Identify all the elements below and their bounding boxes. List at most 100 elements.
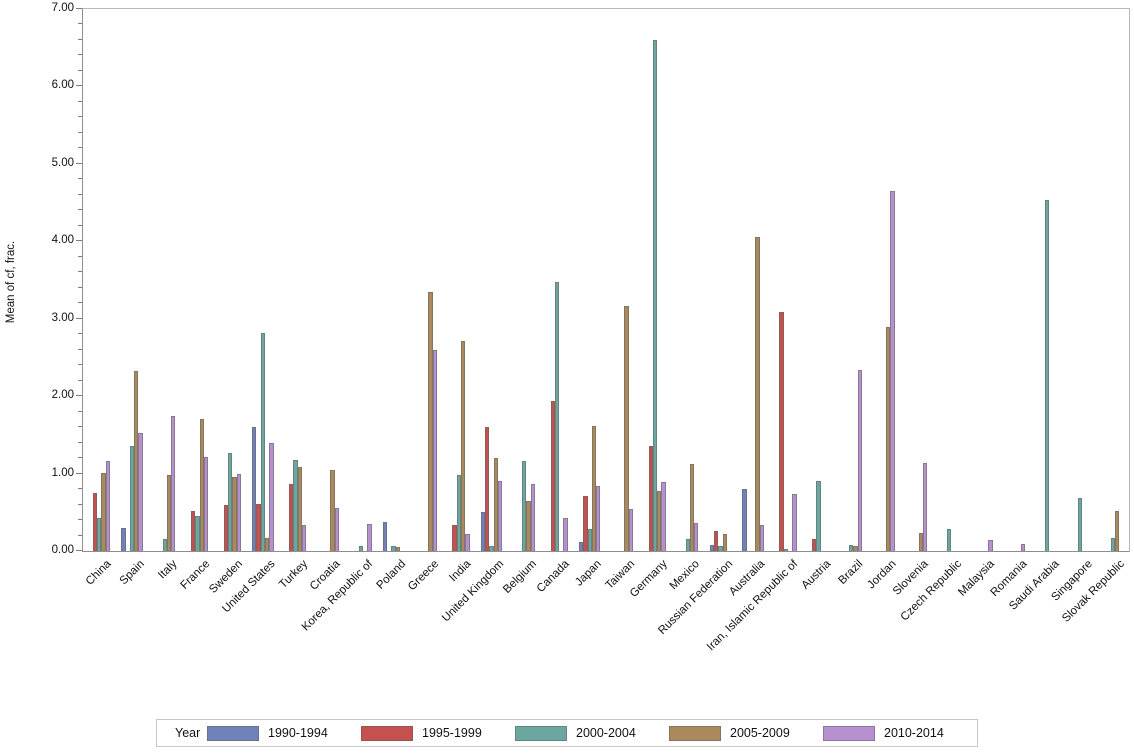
bar [628,509,634,551]
bar [1045,200,1050,551]
y-tick-minor [78,193,82,195]
y-tick-minor [78,534,82,536]
bar [138,432,143,551]
bar [358,545,363,551]
y-tick-minor [78,224,82,226]
legend-title: Year [175,726,201,740]
bar [1077,498,1083,551]
legend-swatch [515,725,567,741]
bar [587,529,592,551]
x-category-label-text: Poland [374,558,409,592]
y-tick-minor [78,410,82,412]
bar [812,538,817,551]
x-category-label-text: Turkey [276,558,310,592]
bar [195,516,200,551]
y-tick-major [76,472,82,474]
bar [550,400,555,551]
y-tick-label: 0.00 [51,544,74,556]
legend-entry: 2010-2014 [823,725,977,741]
legend-entry-label: 1995-1999 [422,726,482,740]
bar [428,292,433,551]
y-tick-major [76,317,82,319]
bar [105,461,111,551]
bar [1021,544,1026,551]
y-tick-label: 3.00 [51,311,74,324]
bar [256,503,261,551]
y-tick-minor [78,100,82,102]
bar [190,510,196,551]
y-tick-minor [78,488,82,490]
y-tick-major [76,162,82,164]
bar [624,306,629,551]
bar [522,461,527,551]
y-tick-minor [78,131,82,133]
bar [885,327,891,551]
bar [783,548,788,551]
bar [134,370,139,551]
bar [1110,537,1115,551]
bar [260,333,265,551]
bar [922,462,928,551]
y-tick-minor [78,23,82,25]
legend-swatch [361,725,413,741]
x-category-label-text: India [447,558,474,585]
bar [129,446,135,551]
y-tick-major [76,395,82,397]
y-tick-minor [78,519,82,521]
legend-swatch [823,725,875,741]
legend-entry-label: 2000-2004 [576,726,636,740]
bar [162,539,167,551]
y-tick-minor [78,209,82,211]
y-tick-minor [78,147,82,149]
bar [652,39,658,551]
legend-entry-label: 2005-2009 [730,726,790,740]
bar [97,517,102,551]
bar [694,523,699,551]
bar [563,517,568,551]
y-tick-major [76,8,82,9]
bar [718,546,723,551]
x-category-label-text: China [84,558,114,588]
x-category-label-text: Canada [534,558,572,595]
y-tick-major [76,240,82,242]
bar [857,369,862,551]
bar [252,427,257,551]
bar [223,504,228,551]
y-tick-minor [78,286,82,288]
bar [236,473,241,551]
bar [591,426,597,551]
y-tick-minor [78,116,82,118]
bar [367,523,372,551]
y-tick-minor [78,255,82,257]
bar [391,545,396,551]
bar [297,466,302,551]
bar [166,475,172,551]
bar [988,540,993,551]
x-category-label-text: Italy [155,558,180,582]
legend-swatch [669,725,721,741]
bar [1114,510,1120,551]
legend: Year 1990-1994 1995-1999 2000-2004 2005-200… [156,719,978,747]
bar [264,537,270,551]
y-tick-minor [78,457,82,459]
bar [480,512,486,551]
legend-entry-label: 2010-2014 [884,726,944,740]
bar [92,492,98,551]
bar [853,546,858,551]
bar [395,547,400,551]
y-axis-title: Mean of cf, frac. [5,240,17,324]
bar [648,445,653,551]
bar [498,481,503,551]
y-tick-minor [78,302,82,304]
bar [485,427,490,551]
plot-area [82,8,1130,552]
x-category-label-text: Austria [799,558,833,592]
bar [722,533,727,551]
bar [849,544,854,551]
bar [334,508,339,551]
bar [742,489,747,551]
bar [526,500,531,551]
x-category-label-text: Czech Republic [898,558,964,624]
bar [759,524,764,551]
bar [269,443,274,551]
